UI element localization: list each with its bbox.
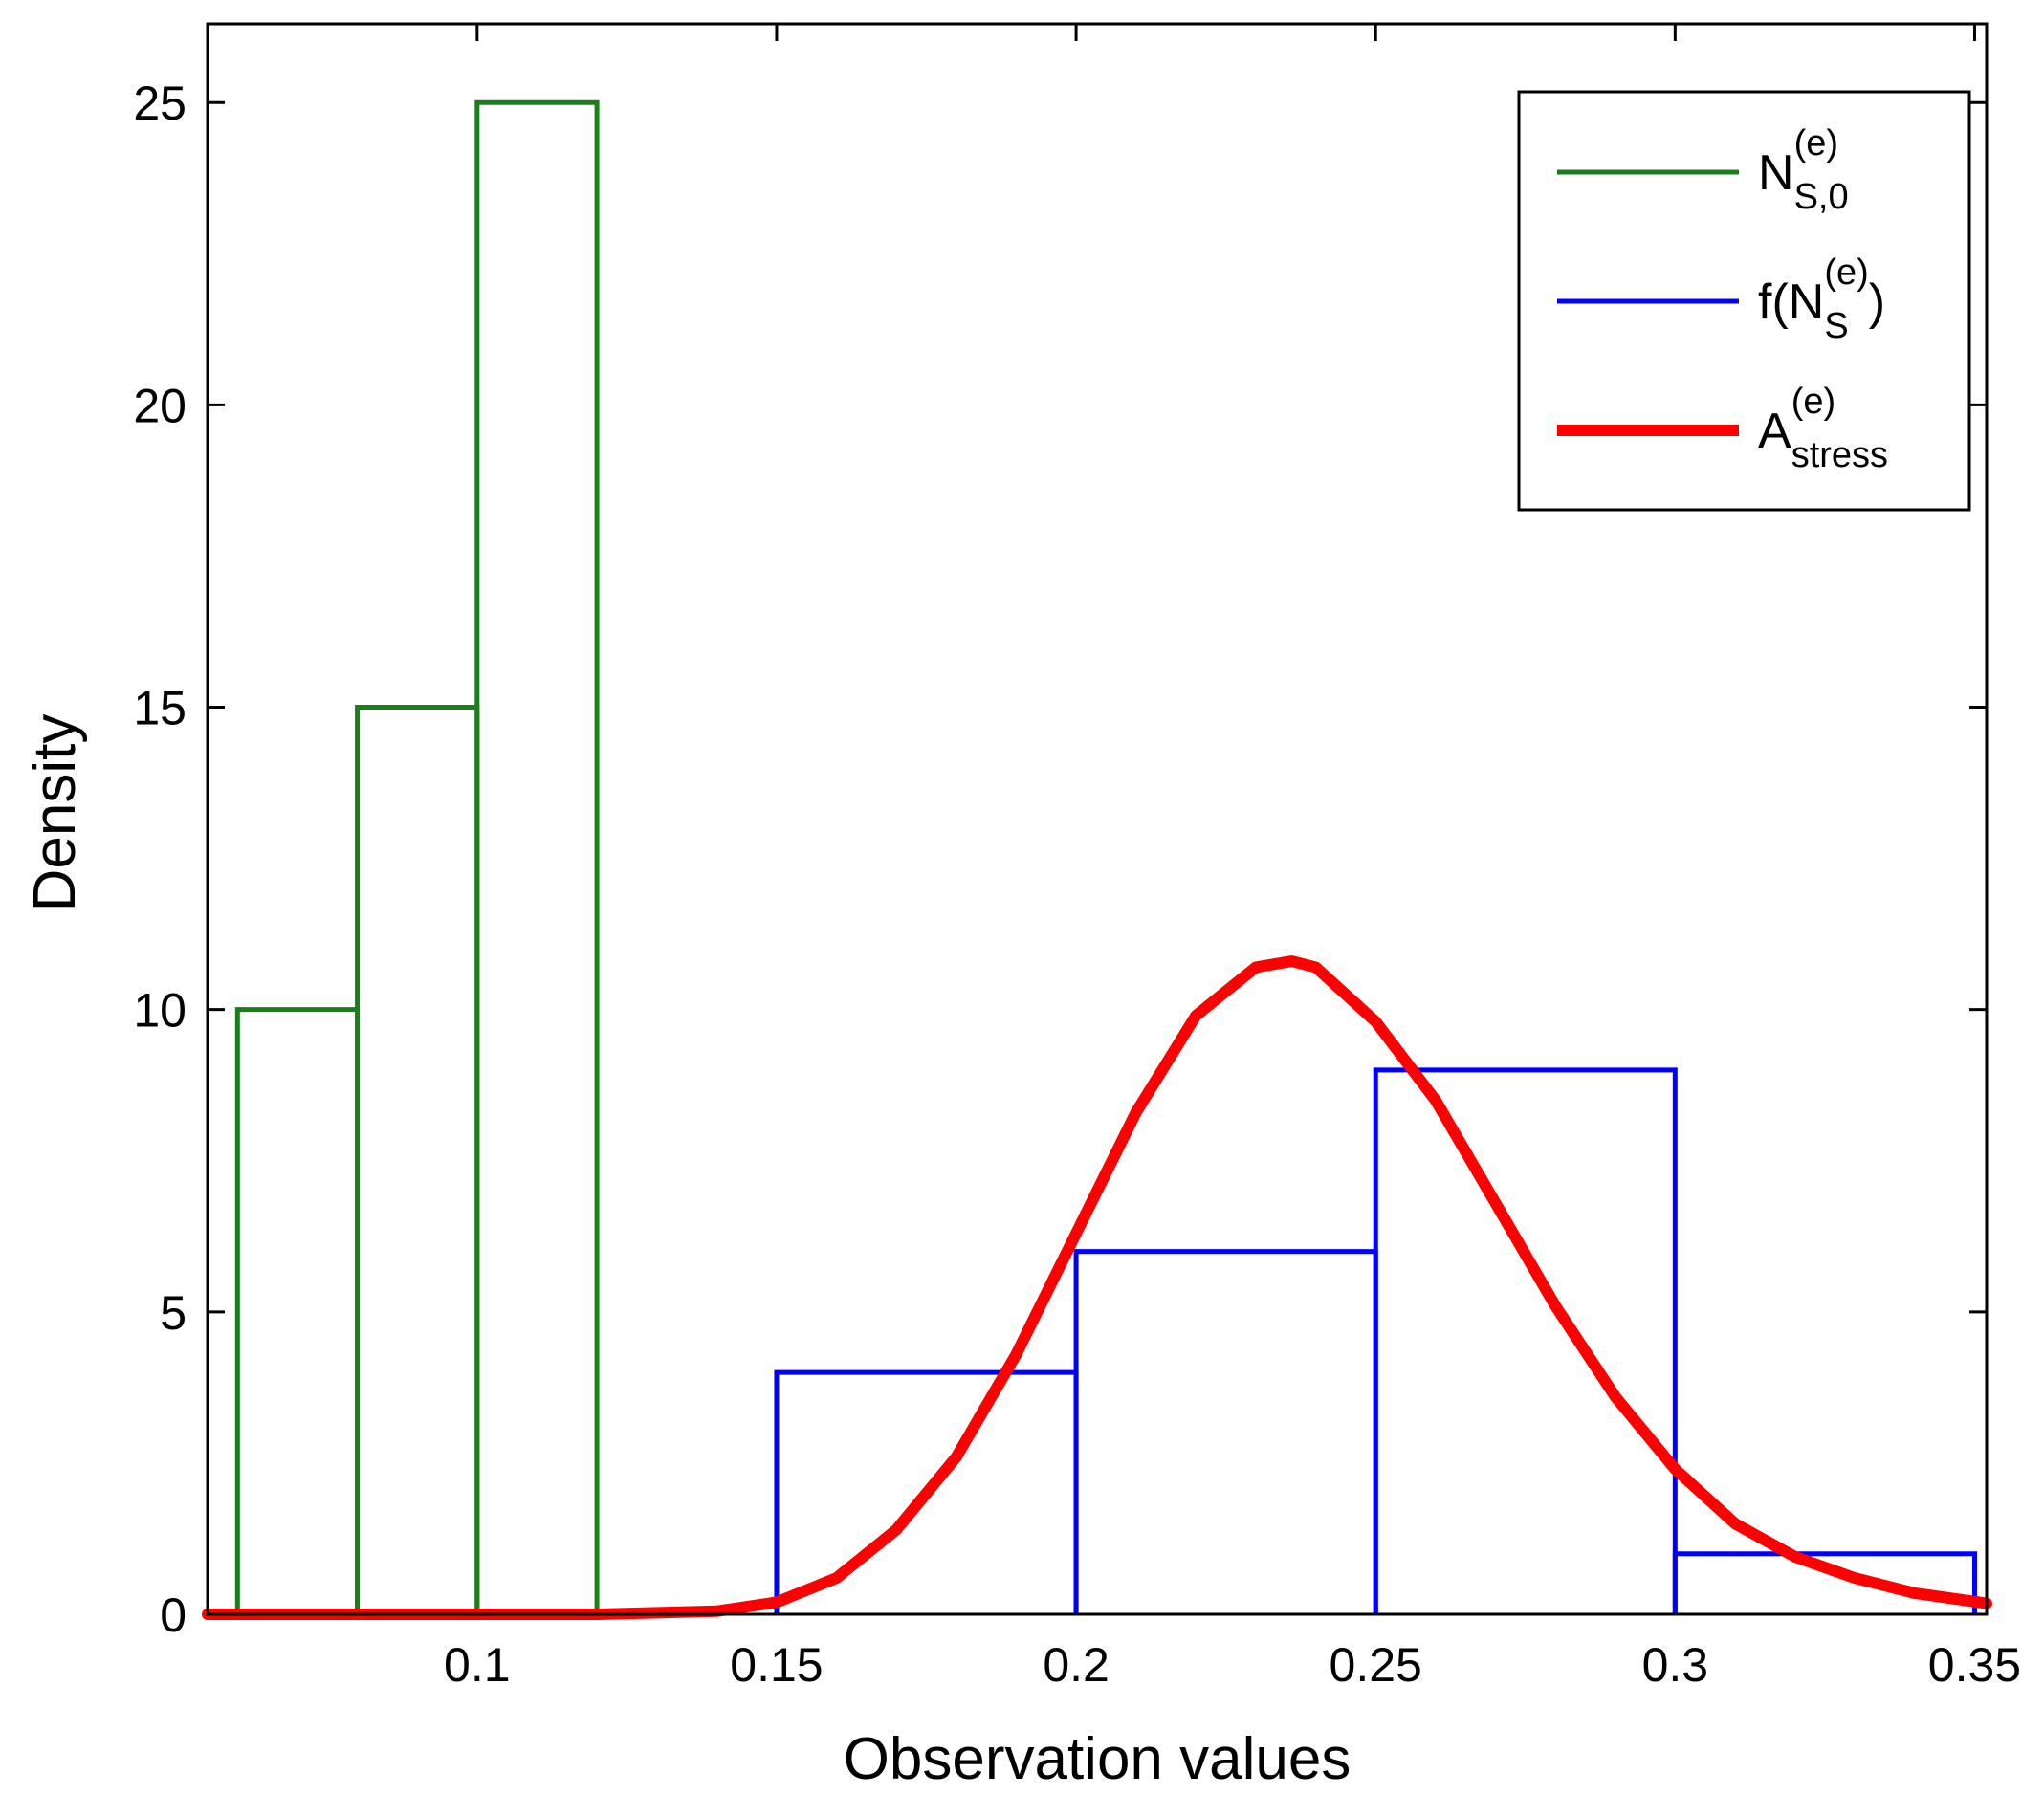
x-ticks: 0.1 0.15 0.2 0.25 0.3 0.35 [444, 24, 2021, 1692]
x-axis-label: Observation values [844, 1726, 1352, 1792]
curve-point-2-15 [1435, 1100, 1436, 1101]
curve-point-2-19 [1675, 1469, 1676, 1470]
curve-point-2-9 [1135, 1112, 1136, 1113]
plot-frame [206, 22, 1989, 1616]
histogram-bar-1-1 [1073, 1249, 1378, 1614]
curve-point-2-17 [1555, 1305, 1556, 1306]
curve-point-2-14 [1375, 1021, 1376, 1022]
histogram-bar-0-0 [234, 1007, 361, 1614]
x-tick-label: 0.15 [730, 1638, 823, 1692]
x-tick-label: 0.3 [1642, 1638, 1709, 1692]
curve-point-2-16 [1495, 1203, 1496, 1204]
curve-2 [202, 955, 1992, 1620]
histogram-bar-0-1 [355, 705, 480, 1614]
curve-point-2-22 [1855, 1578, 1856, 1579]
y-ticks: 0 5 10 15 20 25 [133, 77, 1987, 1642]
curve-point-2-21 [1794, 1556, 1795, 1557]
curve-point-2-11 [1255, 967, 1256, 968]
curve-point-2-13 [1315, 967, 1316, 968]
curve-point-2-2 [716, 1610, 717, 1611]
curve-point-2-4 [836, 1578, 837, 1579]
x-tick-label: 0.35 [1928, 1638, 2021, 1692]
legend: N(e) S,0 f(N(e) S) A(e) stress [1517, 90, 1971, 512]
y-tick-label: 20 [133, 379, 187, 432]
y-tick-label: 0 [160, 1588, 187, 1642]
y-tick-label: 5 [160, 1286, 187, 1340]
y-tick-label: 10 [133, 984, 187, 1038]
curve-point-2-10 [1196, 1016, 1197, 1017]
x-tick-label: 0.25 [1330, 1638, 1422, 1692]
curve-point-2-12 [1291, 961, 1292, 962]
x-tick-label: 0.2 [1043, 1638, 1110, 1692]
y-tick-label: 25 [133, 77, 187, 130]
y-tick-label: 15 [133, 682, 187, 735]
curve-point-2-20 [1734, 1523, 1735, 1524]
y-axis-label: Density [22, 714, 88, 912]
curve-point-2-3 [776, 1602, 777, 1603]
x-tick-label: 0.1 [444, 1638, 511, 1692]
histogram-bar-1-3 [1672, 1551, 1977, 1614]
curve-point-2-7 [1016, 1354, 1017, 1355]
legend-label-1: f(N(e) S) [1758, 252, 1885, 346]
histogram-bar-1-2 [1373, 1067, 1678, 1614]
legend-label-0: N(e) S,0 [1758, 123, 1849, 217]
histogram-bar-0-2 [474, 99, 600, 1614]
curve-point-2-23 [1914, 1592, 1915, 1593]
data-series [202, 99, 1992, 1620]
curve-point-2-8 [1076, 1233, 1077, 1234]
legend-label-2: A(e) stress [1758, 382, 1888, 475]
curve-point-2-5 [896, 1529, 897, 1530]
